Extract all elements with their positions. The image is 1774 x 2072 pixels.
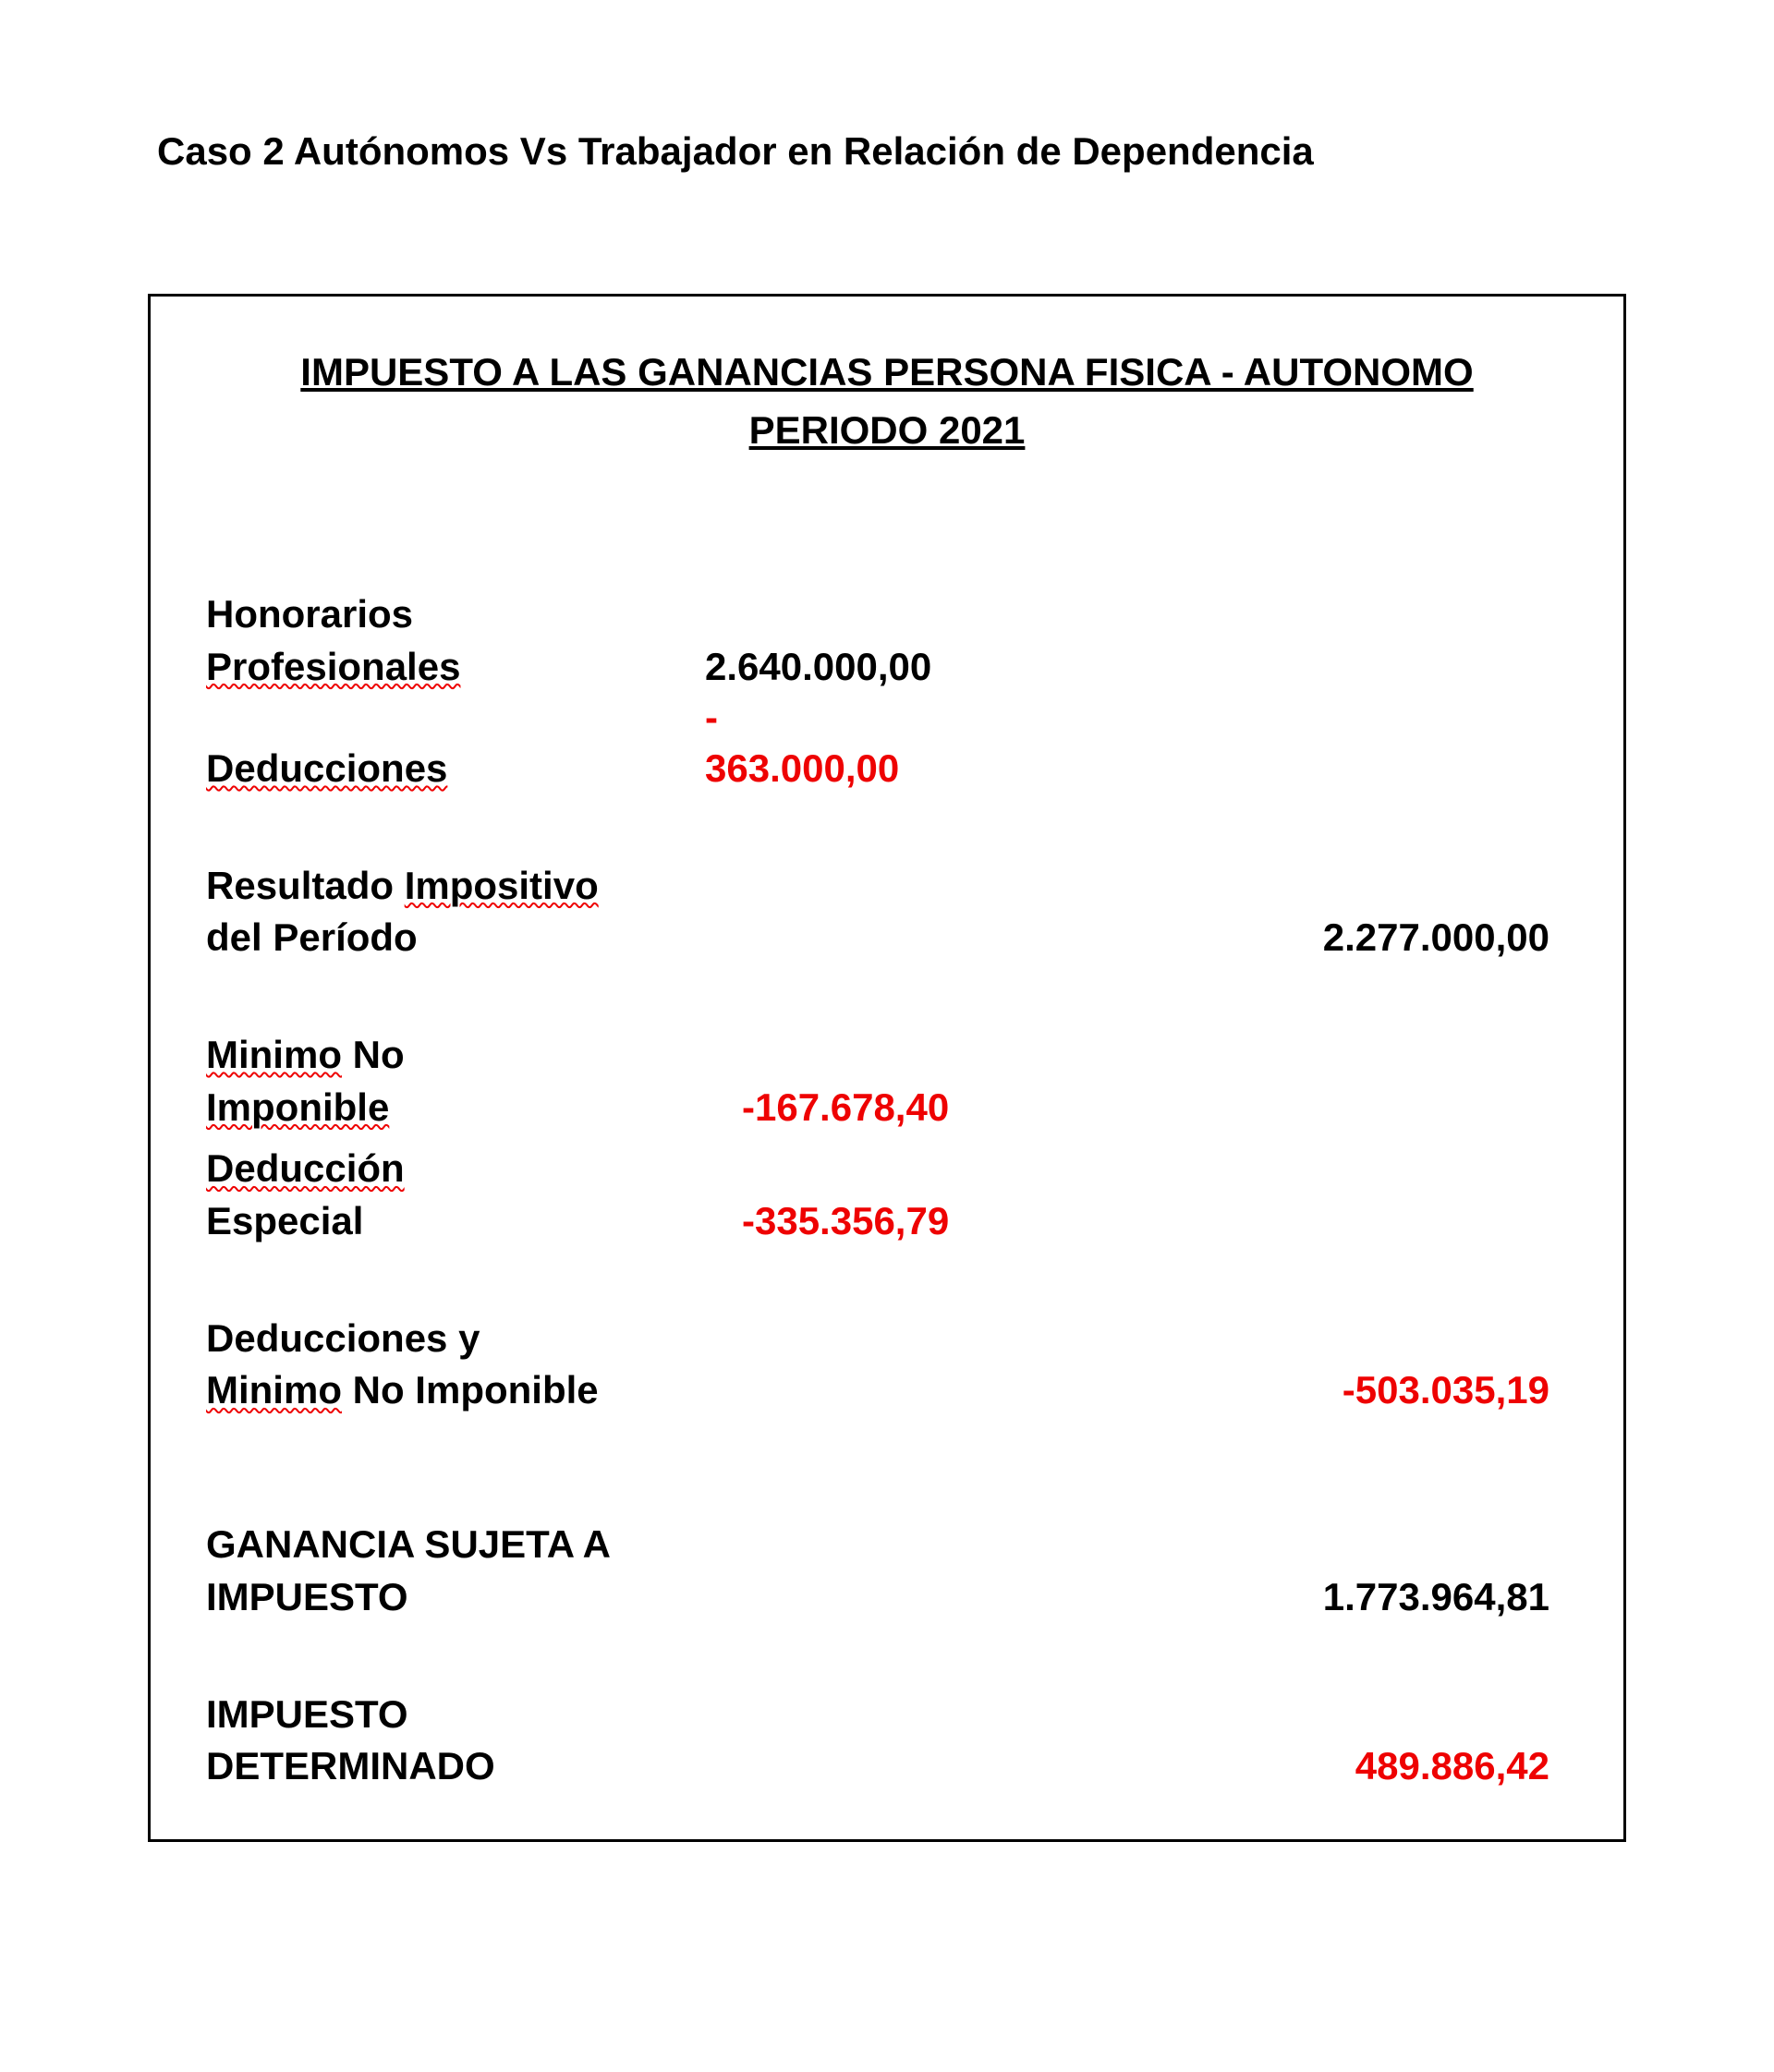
label-deducciones: Deducciones (206, 743, 687, 795)
label-dym-l2a: Minimo (206, 1368, 342, 1412)
row-deducciones-y-minimo: Deducciones y Minimo No Imponible -503.0… (206, 1313, 1568, 1417)
label-gsi-l2: IMPUESTO (206, 1575, 408, 1618)
box-title-line-1: IMPUESTO A LAS GANANCIAS PERSONA FISICA … (300, 350, 1473, 394)
label-honorarios: Honorarios Profesionales (206, 588, 687, 693)
label-ganancia-sujeta: GANANCIA SUJETA A IMPUESTO (206, 1519, 687, 1623)
row-deduccion-especial: Deducción Especial -335.356,79 (206, 1143, 1568, 1247)
label-mni-p2: No (342, 1033, 405, 1076)
label-deducciones-y-minimo: Deducciones y Minimo No Imponible (206, 1313, 687, 1417)
page-title: Caso 2 Autónomos Vs Trabajador en Relaci… (148, 129, 1626, 174)
label-mni-l2: Imponible (206, 1085, 389, 1129)
box-title-line-2: PERIODO 2021 (749, 408, 1026, 452)
spacer (206, 1426, 1568, 1519)
label-resultado: Resultado Impositivo del Período (206, 860, 687, 964)
value-deducciones: 363.000,00 (687, 743, 1084, 795)
label-resultado-l1b: Impositivo (405, 864, 599, 907)
row-ganancia-sujeta: GANANCIA SUJETA A IMPUESTO 1.773.964,81 (206, 1519, 1568, 1623)
value-ganancia-sujeta: 1.773.964,81 (1084, 1571, 1568, 1624)
label-deducciones-text: Deducciones (206, 746, 447, 790)
label-minimo-no-imponible: Minimo No Imponible (206, 1029, 687, 1133)
value-deducciones-y-minimo: -503.035,19 (1084, 1364, 1568, 1417)
spacer (206, 1257, 1568, 1313)
label-deduccion-especial: Deducción Especial (206, 1143, 687, 1247)
label-honorarios-l2: Profesionales (206, 645, 460, 688)
spacer (206, 805, 1568, 860)
value-honorarios: 2.640.000,00 (687, 641, 1084, 694)
spacer (206, 974, 1568, 1029)
label-dym-l1: Deducciones y (206, 1316, 480, 1360)
value-impuesto-determinado: 489.886,42 (1084, 1740, 1568, 1793)
row-minimo-no-imponible: Minimo No Imponible -167.678,40 (206, 1029, 1568, 1133)
row-honorarios: Honorarios Profesionales 2.640.000,00 (206, 588, 1568, 693)
label-impuesto-determinado: IMPUESTO DETERMINADO (206, 1689, 687, 1793)
row-deducciones: Deducciones 363.000,00 (206, 743, 1568, 795)
row-minus-deducciones: - (206, 702, 1568, 733)
label-resultado-l1a: Resultado (206, 864, 394, 907)
box-title: IMPUESTO A LAS GANANCIAS PERSONA FISICA … (206, 343, 1568, 459)
minus-sign-deducciones: - (687, 702, 718, 733)
value-deduccion-especial: -335.356,79 (687, 1195, 1084, 1248)
spacer (206, 1633, 1568, 1689)
label-dym-l2b: No Imponible (342, 1368, 599, 1412)
value-resultado: 2.277.000,00 (1084, 912, 1568, 964)
label-gsi-l1: GANANCIA SUJETA A (206, 1522, 611, 1566)
label-dedesp-l2: Especial (206, 1199, 363, 1242)
value-honorarios-text: 2.640.000,00 (705, 645, 931, 688)
row-resultado: Resultado Impositivo del Período 2.277.0… (206, 860, 1568, 964)
label-mni-p1: Minimo (206, 1033, 342, 1076)
label-id-l1: IMPUESTO (206, 1692, 408, 1736)
label-honorarios-l1: Honorarios (206, 592, 413, 636)
value-minimo-no-imponible: -167.678,40 (687, 1082, 1084, 1134)
label-dedesp-l1: Deducción (206, 1146, 405, 1190)
row-impuesto-determinado: IMPUESTO DETERMINADO 489.886,42 (206, 1689, 1568, 1793)
tax-calculation-box: IMPUESTO A LAS GANANCIAS PERSONA FISICA … (148, 294, 1626, 1842)
label-id-l2: DETERMINADO (206, 1744, 495, 1787)
label-resultado-l2: del Período (206, 915, 418, 959)
